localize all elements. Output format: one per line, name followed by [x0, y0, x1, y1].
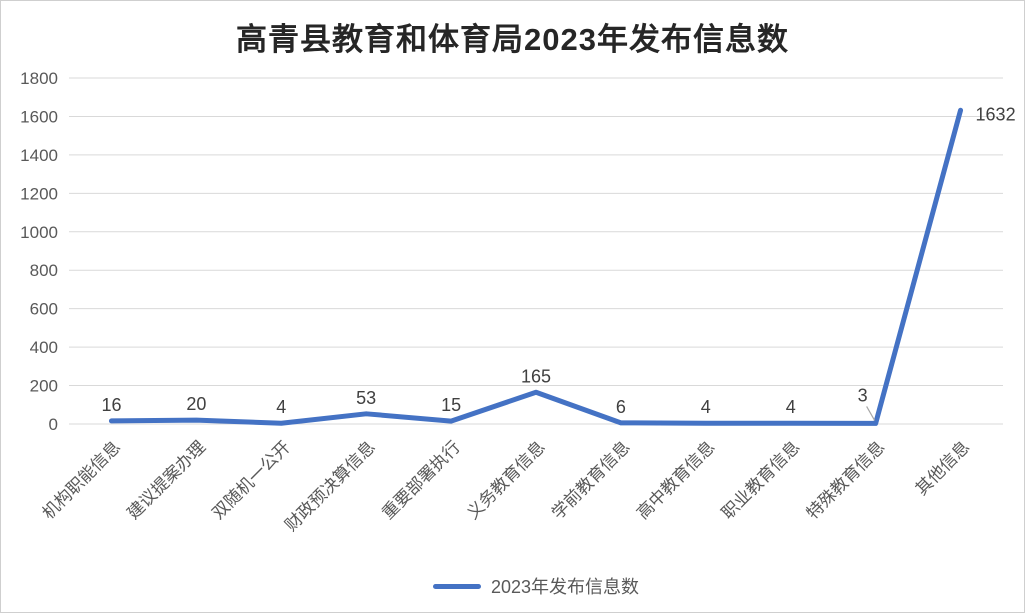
- y-axis-tick-label: 800: [30, 261, 58, 280]
- data-label: 53: [356, 388, 376, 408]
- y-axis-tick-label: 200: [30, 377, 58, 396]
- data-label: 4: [786, 397, 796, 417]
- x-axis-category-label: 重要部署执行: [378, 437, 464, 523]
- y-axis-tick-label: 1800: [20, 69, 58, 88]
- y-axis-tick-label: 1400: [20, 146, 58, 165]
- chart-title: 高青县教育和体育局2023年发布信息数: [236, 22, 789, 57]
- x-axis-category-label: 义务教育信息: [463, 437, 549, 523]
- x-axis-category-label: 特殊教育信息: [803, 437, 889, 523]
- x-axis-category-label: 双随机一公开: [209, 437, 295, 523]
- data-label-leader-line: [866, 406, 876, 421]
- x-axis-category-label: 其他信息: [912, 437, 974, 499]
- x-axis-category-label: 财政预决算信息: [281, 437, 379, 535]
- legend-line-swatch: [432, 583, 481, 589]
- data-label: 20: [186, 394, 206, 414]
- legend: 2023年发布信息数: [69, 573, 1003, 599]
- data-label: 4: [276, 397, 286, 417]
- y-axis-tick-label: 1000: [20, 223, 58, 242]
- data-label: 3: [858, 385, 868, 405]
- data-label: 165: [521, 366, 551, 386]
- data-label: 16: [101, 395, 121, 415]
- x-axis-category-label: 机构职能信息: [39, 437, 125, 523]
- data-label: 15: [441, 395, 461, 415]
- x-axis-category-label: 职业教育信息: [718, 437, 804, 523]
- y-axis-tick-label: 400: [30, 338, 58, 357]
- y-axis-tick-label: 1600: [20, 107, 58, 126]
- data-line: [108, 107, 964, 426]
- data-label: 1632: [976, 104, 1016, 124]
- legend-label: 2023年发布信息数: [490, 577, 640, 597]
- x-axis-category-label: 高中教育信息: [633, 437, 719, 523]
- y-axis-tick-label: 1200: [20, 184, 58, 203]
- y-axis-tick-label: 0: [49, 415, 58, 434]
- x-axis-category-label: 学前教育信息: [548, 437, 634, 523]
- x-axis-category-label: 建议提案办理: [124, 437, 210, 523]
- data-label: 6: [616, 397, 626, 417]
- data-label: 4: [701, 397, 711, 417]
- y-axis-tick-label: 600: [30, 300, 58, 319]
